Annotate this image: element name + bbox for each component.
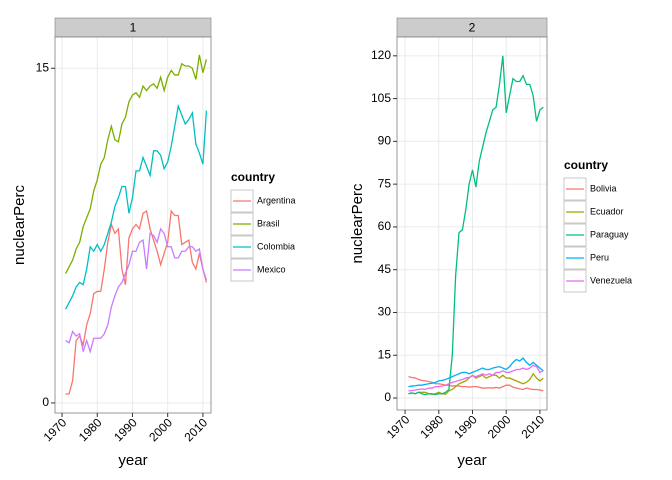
- legend-label: Colombia: [257, 241, 295, 251]
- y-axis-label: nuclearPerc: [349, 183, 366, 264]
- x-tick-label: 1990: [451, 412, 480, 441]
- legend-title: country: [564, 158, 608, 172]
- series-line: [65, 227, 208, 354]
- legend-label: Argentina: [257, 195, 296, 205]
- legend-label: Brasil: [257, 218, 280, 228]
- facet-title: 2: [469, 21, 476, 35]
- legend-label: Ecuador: [590, 206, 624, 216]
- x-axis-label: year: [457, 452, 486, 469]
- y-tick-label: 15: [378, 347, 392, 361]
- x-tick-label: 1970: [41, 415, 70, 444]
- y-tick-label: 30: [378, 305, 392, 319]
- x-axis-label: year: [118, 452, 147, 469]
- series-line: [64, 103, 208, 310]
- series-line: [408, 376, 544, 392]
- y-axis-label: nuclearPerc: [11, 184, 28, 265]
- series-line: [64, 54, 208, 274]
- x-tick-label: 2010: [519, 412, 548, 441]
- panel: [397, 37, 547, 410]
- y-tick-label: 90: [378, 134, 392, 148]
- panel-border: [396, 36, 548, 411]
- y-tick-label: 0: [42, 395, 49, 409]
- series-line: [65, 209, 208, 395]
- x-tick-label: 1980: [417, 412, 446, 441]
- x-tick-label: 1970: [384, 412, 413, 441]
- y-tick-label: 105: [371, 91, 391, 105]
- facet-title: 1: [130, 21, 137, 35]
- series-line: [408, 364, 544, 392]
- legend-label: Mexico: [257, 264, 286, 274]
- x-tick-label: 2000: [485, 412, 514, 441]
- legend-label: Bolivia: [590, 183, 617, 193]
- panel: [55, 37, 211, 413]
- x-tick-label: 2010: [181, 415, 210, 444]
- x-tick-label: 1990: [111, 415, 140, 444]
- y-tick-label: 0: [384, 390, 391, 404]
- y-tick-label: 75: [378, 176, 392, 190]
- legend-label: Paraguay: [590, 229, 629, 239]
- y-tick-label: 60: [378, 219, 392, 233]
- series-line: [408, 55, 544, 396]
- legend-title: country: [231, 170, 275, 184]
- legend-label: Venezuela: [590, 275, 632, 285]
- y-tick-label: 45: [378, 262, 392, 276]
- y-tick-label: 120: [371, 48, 391, 62]
- x-tick-label: 2000: [146, 415, 175, 444]
- x-tick-label: 1980: [76, 415, 105, 444]
- series-line: [408, 357, 544, 388]
- y-tick-label: 15: [36, 60, 50, 74]
- legend-label: Peru: [590, 252, 609, 262]
- panel-border: [54, 36, 212, 414]
